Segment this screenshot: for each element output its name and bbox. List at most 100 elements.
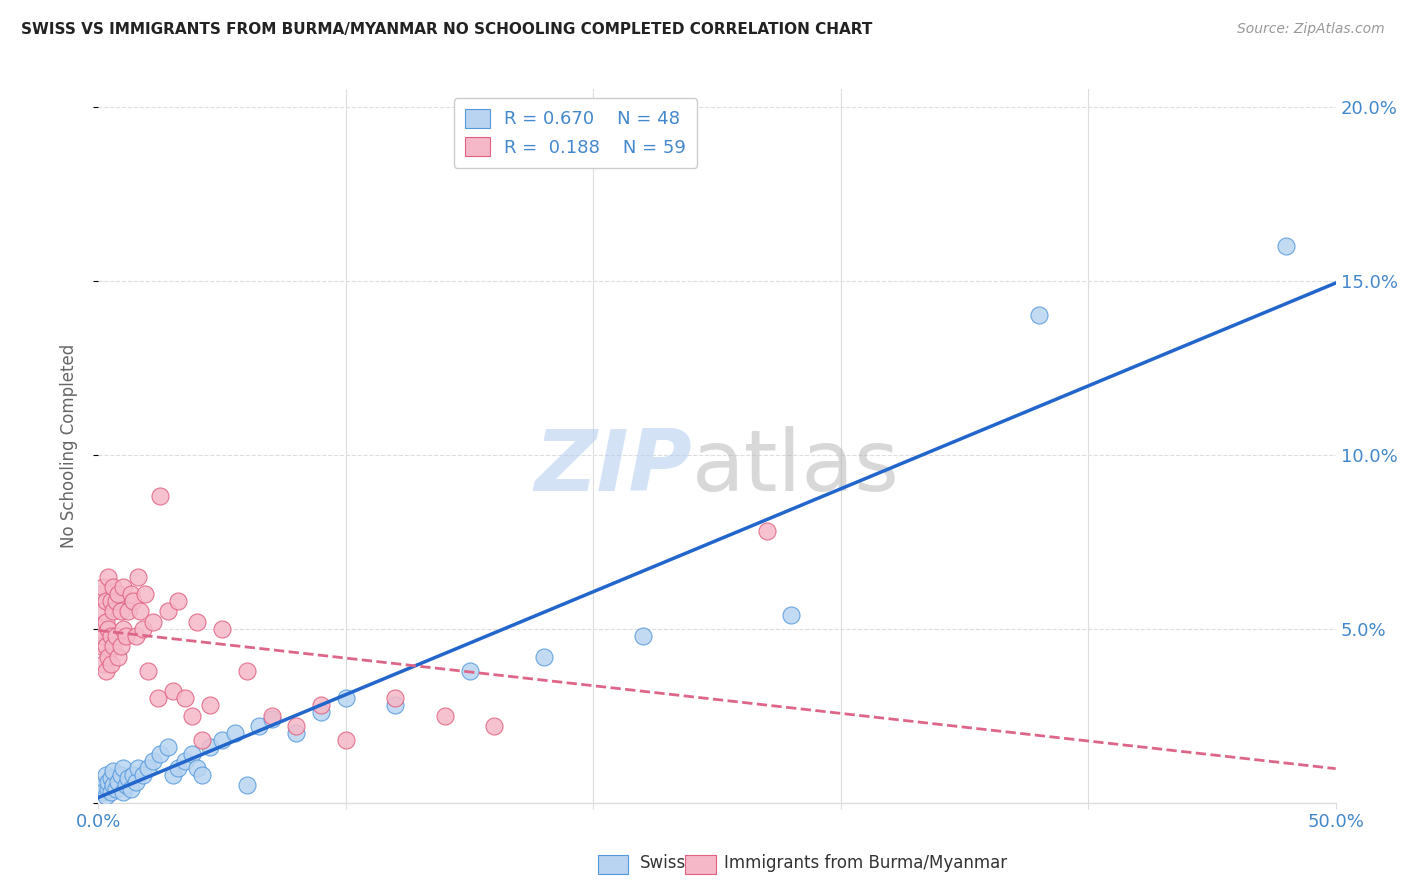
Point [309, 698, 332, 713]
Point [1275, 239, 1298, 253]
Point [458, 664, 481, 678]
Point [94, 615, 117, 629]
Point [780, 607, 803, 622]
Point [100, 772, 122, 786]
Point [90, 587, 112, 601]
Point [100, 629, 122, 643]
Point [100, 657, 122, 671]
Point [94, 594, 117, 608]
Point [384, 691, 406, 706]
Point [122, 768, 145, 782]
Point [755, 524, 778, 539]
Point [198, 698, 221, 713]
Point [124, 775, 146, 789]
Point [110, 604, 132, 618]
Point [156, 740, 179, 755]
Point [93, 604, 115, 618]
Point [132, 622, 155, 636]
Point [136, 664, 159, 678]
Point [285, 719, 308, 733]
Point [117, 604, 139, 618]
Point [120, 781, 142, 796]
Point [104, 629, 127, 643]
Point [174, 691, 197, 706]
Point [166, 594, 188, 608]
Point [93, 657, 115, 671]
Point [1028, 309, 1050, 323]
Point [103, 580, 125, 594]
Point [93, 629, 115, 643]
Point [309, 706, 332, 720]
Point [110, 639, 132, 653]
Point [162, 768, 184, 782]
Point [181, 708, 204, 723]
Point [90, 639, 112, 653]
Point [93, 580, 115, 594]
Point [90, 622, 112, 636]
Point [631, 629, 654, 643]
Point [149, 747, 172, 761]
Point [142, 615, 165, 629]
Point [97, 569, 120, 583]
Point [110, 768, 132, 782]
Point [146, 691, 169, 706]
Point [97, 775, 120, 789]
Point [260, 708, 283, 723]
Y-axis label: No Schooling Completed: No Schooling Completed [59, 344, 77, 548]
Text: Source: ZipAtlas.com: Source: ZipAtlas.com [1237, 22, 1385, 37]
Point [104, 781, 127, 796]
Point [107, 587, 129, 601]
Point [211, 733, 233, 747]
Point [94, 639, 117, 653]
Point [533, 649, 555, 664]
Point [107, 649, 129, 664]
Point [211, 622, 233, 636]
Point [94, 664, 117, 678]
Point [162, 684, 184, 698]
Point [181, 747, 204, 761]
Point [100, 594, 122, 608]
Point [191, 733, 214, 747]
Point [124, 629, 146, 643]
Point [186, 761, 208, 775]
Point [103, 764, 125, 779]
Text: Immigrants from Burma/Myanmar: Immigrants from Burma/Myanmar [724, 855, 1007, 872]
Point [149, 490, 172, 504]
Point [129, 604, 152, 618]
Point [112, 761, 135, 775]
Point [112, 622, 135, 636]
Point [236, 778, 259, 792]
Legend: R = 0.670    N = 48, R =  0.188    N = 59: R = 0.670 N = 48, R = 0.188 N = 59 [454, 98, 697, 168]
Text: Swiss: Swiss [640, 855, 686, 872]
Point [117, 772, 139, 786]
Point [433, 708, 456, 723]
Point [174, 754, 197, 768]
Point [132, 768, 155, 782]
Text: SWISS VS IMMIGRANTS FROM BURMA/MYANMAR NO SCHOOLING COMPLETED CORRELATION CHART: SWISS VS IMMIGRANTS FROM BURMA/MYANMAR N… [21, 22, 873, 37]
Point [93, 785, 115, 799]
Point [103, 639, 125, 653]
Point [103, 604, 125, 618]
Point [97, 781, 120, 796]
Point [114, 629, 136, 643]
Point [127, 761, 149, 775]
Point [122, 594, 145, 608]
Point [156, 604, 179, 618]
Point [100, 785, 122, 799]
Point [104, 594, 127, 608]
Point [120, 587, 142, 601]
Point [224, 726, 246, 740]
Point [112, 580, 135, 594]
Point [335, 691, 357, 706]
Point [142, 754, 165, 768]
Point [260, 712, 283, 726]
Point [236, 664, 259, 678]
Text: ZIP: ZIP [534, 425, 692, 509]
Text: atlas: atlas [692, 425, 900, 509]
Point [285, 726, 308, 740]
Point [198, 740, 221, 755]
Point [97, 649, 120, 664]
Point [384, 698, 406, 713]
Point [112, 785, 135, 799]
Point [94, 789, 117, 803]
